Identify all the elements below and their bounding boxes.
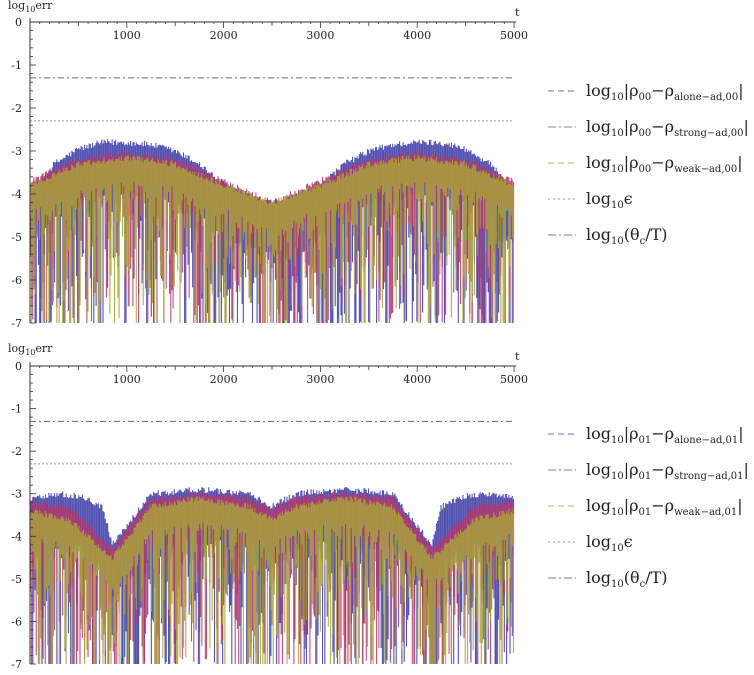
y-axis-label: log10err [8, 342, 53, 357]
legend-label: log10|ρ00−ρstrong−ad,00| [586, 117, 749, 139]
legend-label: log10|ρ00−ρalone−ad,00| [586, 81, 744, 103]
y-tick-label: -1 [11, 59, 22, 72]
legend-item: log10(θc/T) [548, 225, 668, 247]
legend-item: log10|ρ01−ρalone−ad,01| [548, 424, 744, 446]
y-tick-label: -5 [11, 573, 22, 586]
y-tick-label: -7 [11, 317, 22, 330]
y-tick-label: -1 [11, 403, 22, 416]
y-tick-label: -4 [11, 530, 22, 543]
legend-item: log10(θc/T) [548, 568, 668, 590]
x-tick-label: 5000 [500, 373, 528, 386]
y-tick-label: 0 [15, 16, 22, 29]
legend-item: log10|ρ01−ρstrong−ad,01| [548, 460, 749, 482]
y-tick-label: -6 [11, 615, 22, 628]
top-panel: 1000 2000 3000 4000 5000 0 -1 -2 -3 -4 -5 -6 -7 log10… [8, 0, 528, 330]
y-tick-label: -2 [11, 102, 22, 115]
y-tick-label: -3 [11, 145, 22, 158]
legend-item: log10|ρ00−ρweak−ad,00| [548, 153, 743, 175]
legend-label: log10|ρ01−ρalone−ad,01| [586, 424, 744, 446]
x-tick-label: 1000 [113, 373, 141, 386]
x-tick-label: 1000 [113, 29, 141, 42]
x-tick-label: 4000 [403, 373, 431, 386]
x-tick-label: 2000 [210, 373, 238, 386]
x-tick-label: 3000 [306, 29, 334, 42]
legend-item: log10|ρ01−ρweak−ad,01| [548, 496, 743, 518]
legend-item: log10ϵ [548, 189, 633, 211]
y-tick-label: -5 [11, 231, 22, 244]
y-axis-label: log10err [8, 0, 53, 14]
legend-item: log10ϵ [548, 532, 633, 554]
x-axis-label: t [515, 6, 520, 19]
y-tick-label: -2 [11, 445, 22, 458]
bottom-panel: 1000 2000 3000 4000 5000 0 -1 -2 -3 -4 -5 -6 -7 log10… [8, 342, 528, 671]
legend-label: log10ϵ [586, 532, 633, 554]
legend-label: log10|ρ01−ρweak−ad,01| [586, 496, 743, 518]
y-tick-label: -3 [11, 488, 22, 501]
x-axis-label: t [515, 350, 520, 363]
y-tick-label: -6 [11, 274, 22, 287]
x-tick-label: 2000 [210, 29, 238, 42]
x-tick-label: 5000 [500, 29, 528, 42]
legend-item: log10|ρ00−ρstrong−ad,00| [548, 117, 749, 139]
x-tick-label: 3000 [306, 373, 334, 386]
legend-item: log10|ρ00−ρalone−ad,00| [548, 81, 744, 103]
y-tick-label: -7 [11, 658, 22, 671]
y-tick-label: -4 [11, 188, 22, 201]
legend-label: log10(θc/T) [586, 225, 668, 247]
legend-label: log10|ρ01−ρstrong−ad,01| [586, 460, 749, 482]
top-legend: log10|ρ00−ρalone−ad,00| log10|ρ00−ρstrong… [548, 81, 749, 247]
y-tick-label: 0 [15, 360, 22, 373]
legend-label: log10ϵ [586, 189, 633, 211]
x-tick-label: 4000 [403, 29, 431, 42]
bottom-legend: log10|ρ01−ρalone−ad,01| log10|ρ01−ρstrong… [548, 424, 749, 590]
legend-label: log10|ρ00−ρweak−ad,00| [586, 153, 743, 175]
legend-label: log10(θc/T) [586, 568, 668, 590]
